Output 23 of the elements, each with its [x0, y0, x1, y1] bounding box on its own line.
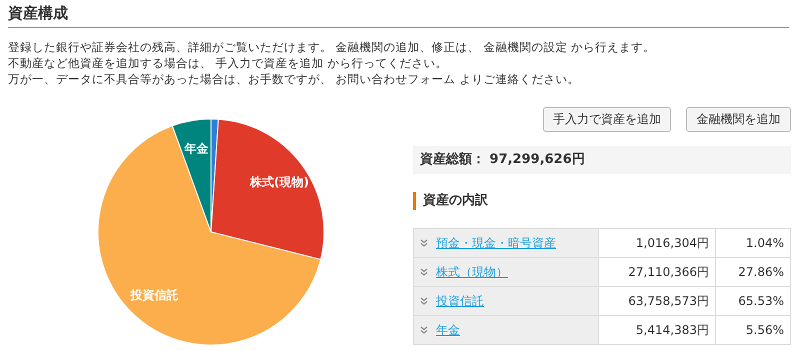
text: 万が一、データに不具合等があった場合は、お手数ですが、 お問い合わせフォーム よりご連絡ください。 [8, 71, 580, 87]
text: 5.56% [716, 316, 790, 344]
text: 1,016,304円 [598, 228, 716, 258]
chart-title: 資産構成 [8, 4, 789, 28]
text: 金融機関を追加 [686, 107, 791, 132]
text: 1.04% [716, 228, 790, 258]
text: 27,110,366円 [598, 258, 716, 286]
text: 預金・現金・暗号資産 [436, 236, 556, 250]
text: 資産の内訳 [413, 192, 488, 210]
text: 63,758,573円 [598, 286, 716, 316]
text: 株式（現物） [436, 264, 508, 278]
text: 手入力で資産を追加 [543, 107, 671, 132]
slice-label: 株式(現物) [248, 175, 309, 190]
text: 年金 [436, 322, 460, 336]
text: 5,414,383円 [598, 316, 716, 344]
slice-label: 投資信託 [129, 288, 178, 302]
text: 資産総額： 97,299,626円 [413, 146, 791, 174]
text: 27.86% [716, 258, 790, 286]
slice-label: 年金 [183, 142, 210, 156]
text: 不動産など他資産を追加する場合は、 手入力で資産を追加 から行ってください。 [8, 55, 448, 71]
text: 登録した銀行や証券会社の残高、詳細がご覧いただけます。 金融機関の追加、修正は、 金融機関の設定 から行えます。 [8, 39, 655, 55]
text: 投資信託 [436, 294, 484, 308]
text: 65.53% [716, 286, 790, 316]
